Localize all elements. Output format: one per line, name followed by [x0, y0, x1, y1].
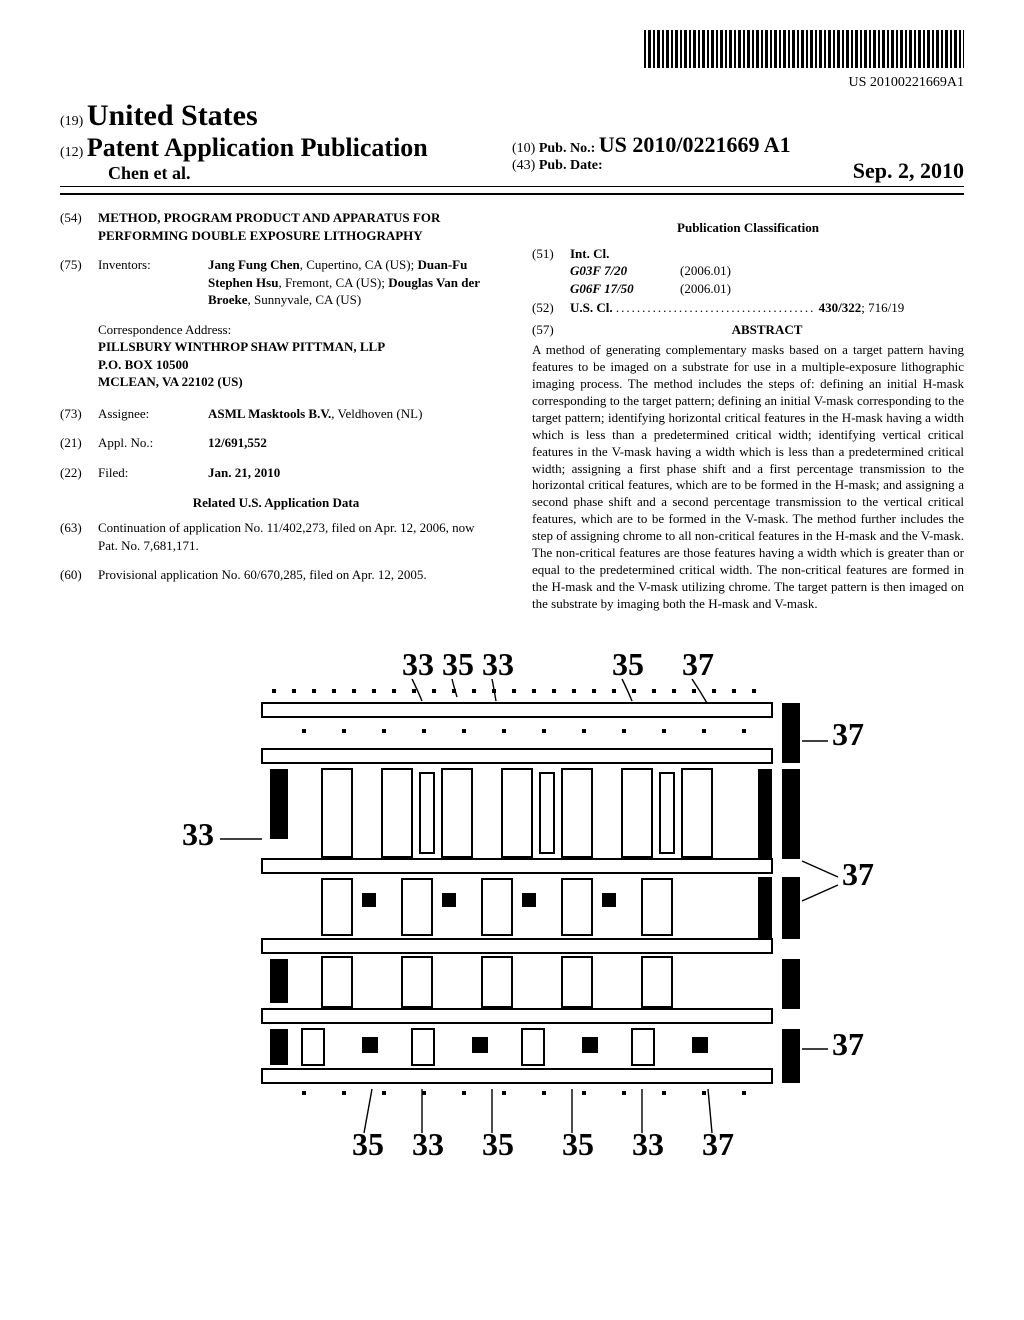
code-60: (60): [60, 566, 98, 584]
divider: [60, 186, 964, 187]
code-19: (19): [60, 114, 87, 129]
code-57: (57): [532, 321, 570, 339]
barcode-area: US 20100221669A1: [60, 30, 964, 91]
svg-text:37: 37: [842, 856, 874, 892]
applno-label: Appl. No.:: [98, 434, 208, 452]
svg-text:35: 35: [562, 1126, 594, 1161]
svg-text:37: 37: [832, 716, 864, 752]
code-22: (22): [60, 464, 98, 482]
appl-no: 12/691,552: [208, 434, 492, 452]
uscl-label: U.S. Cl.: [570, 300, 613, 315]
barcode-id: US 20100221669A1: [60, 75, 964, 91]
barcode-graphic: [644, 30, 964, 68]
assignee-label: Assignee:: [98, 405, 208, 423]
inventors-label: Inventors:: [98, 256, 208, 309]
related-header: Related U.S. Application Data: [60, 494, 492, 512]
correspondence-label: Correspondence Address:: [98, 321, 492, 339]
svg-text:35: 35: [612, 646, 644, 682]
code-12: (12): [60, 145, 87, 160]
correspondence-line-1: P.O. BOX 10500: [98, 356, 492, 374]
svg-text:35: 35: [442, 646, 474, 682]
svg-text:33: 33: [482, 646, 514, 682]
code-63: (63): [60, 519, 98, 554]
intcl-1-code: G06F 17/50: [570, 280, 680, 298]
code-52: (52): [532, 299, 570, 317]
code-75: (75): [60, 256, 98, 309]
svg-text:35: 35: [482, 1126, 514, 1161]
correspondence-line-0: PILLSBURY WINTHROP SHAW PITTMAN, LLP: [98, 338, 492, 356]
authors: Chen et al.: [60, 163, 512, 184]
code-21: (21): [60, 434, 98, 452]
right-column: Publication Classification (51) Int. Cl.…: [532, 209, 964, 613]
correspondence-line-2: MCLEAN, VA 22102 (US): [98, 373, 492, 391]
inventors: Jang Fung Chen, Cupertino, CA (US); Duan…: [208, 256, 492, 309]
intcl-1-year: (2006.01): [680, 280, 731, 298]
assignee: ASML Masktools B.V., Veldhoven (NL): [208, 405, 492, 423]
uscl-value: 430/322: [819, 300, 862, 315]
code-73: (73): [60, 405, 98, 423]
body-columns: (54) METHOD, PROGRAM PRODUCT AND APPARAT…: [60, 209, 964, 613]
svg-text:37: 37: [832, 1026, 864, 1062]
provisional: Provisional application No. 60/670,285, …: [98, 566, 492, 584]
svg-text:37: 37: [702, 1126, 734, 1161]
code-51: (51): [532, 245, 570, 298]
svg-text:33: 33: [412, 1126, 444, 1161]
abstract-text: A method of generating complementary mas…: [532, 342, 964, 612]
svg-text:33: 33: [402, 646, 434, 682]
invention-title: METHOD, PROGRAM PRODUCT AND APPARATUS FO…: [98, 209, 492, 244]
filed-label: Filed:: [98, 464, 208, 482]
svg-text:33: 33: [632, 1126, 664, 1161]
correspondence-block: Correspondence Address: PILLSBURY WINTHR…: [60, 321, 492, 391]
pub-date: Sep. 2, 2010: [853, 158, 964, 184]
left-column: (54) METHOD, PROGRAM PRODUCT AND APPARAT…: [60, 209, 492, 613]
header-block: (19) United States (12) Patent Applicati…: [60, 99, 964, 184]
code-10: (10): [512, 141, 539, 156]
divider-thick: [60, 193, 964, 195]
intcl-0-year: (2006.01): [680, 262, 731, 280]
pub-no-label: Pub. No.:: [539, 141, 595, 156]
code-43: (43): [512, 158, 539, 173]
figure: 333533353737333737353335353337: [60, 641, 964, 1161]
abstract-label: ABSTRACT: [732, 322, 803, 337]
svg-text:35: 35: [352, 1126, 384, 1161]
country: United States: [87, 99, 258, 132]
intcl-label: Int. Cl.: [570, 245, 964, 263]
svg-text:37: 37: [682, 646, 714, 682]
code-54: (54): [60, 209, 98, 244]
pub-type: Patent Application Publication: [87, 133, 428, 162]
uscl-dots: ......................................: [616, 300, 816, 315]
continuation: Continuation of application No. 11/402,2…: [98, 519, 492, 554]
classification-header: Publication Classification: [532, 219, 964, 237]
pub-date-label: Pub. Date:: [539, 158, 603, 173]
filed-date: Jan. 21, 2010: [208, 464, 492, 482]
intcl-0-code: G03F 7/20: [570, 262, 680, 280]
pub-no: US 2010/0221669 A1: [599, 132, 791, 157]
svg-text:33: 33: [182, 816, 214, 852]
